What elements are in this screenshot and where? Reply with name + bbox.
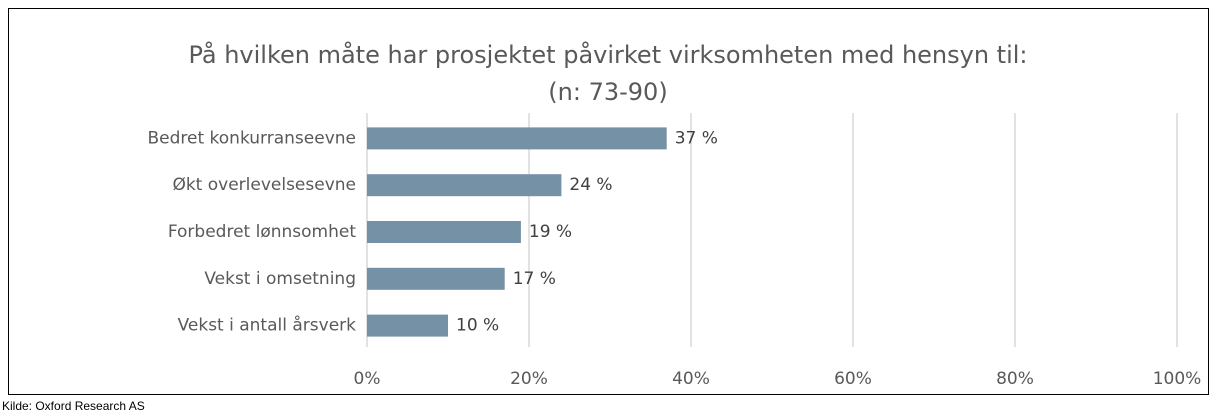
x-tick-label: 100%	[1153, 369, 1202, 389]
bar	[367, 314, 448, 337]
value-label: 17 %	[513, 269, 556, 289]
source-note: Kilde: Oxford Research AS	[2, 399, 145, 413]
value-label: 24 %	[569, 175, 612, 195]
chart-border	[8, 8, 1209, 395]
value-label: 10 %	[456, 316, 499, 336]
x-tick-label: 80%	[996, 369, 1034, 389]
value-label: 37 %	[675, 128, 718, 148]
category-label: Vekst i antall årsverk	[178, 315, 357, 336]
x-tick-label: 20%	[510, 369, 548, 389]
x-tick-label: 40%	[672, 369, 710, 389]
x-tick-label: 60%	[834, 369, 872, 389]
bar	[367, 174, 562, 197]
category-label: Vekst i omsetning	[204, 269, 356, 289]
x-tick-label: 0%	[354, 369, 381, 389]
chart-subtitle: (n: 73-90)	[548, 78, 667, 106]
category-label: Økt overlevelsesevne	[172, 175, 356, 195]
category-label: Forbedret lønnsomhet	[168, 222, 356, 242]
bar	[367, 221, 521, 243]
value-label: 19 %	[529, 222, 572, 242]
bar	[367, 127, 667, 150]
chart-title: På hvilken måte har prosjektet påvirket …	[188, 40, 1027, 69]
bar	[367, 267, 505, 290]
category-label: Bedret konkurranseevne	[147, 128, 356, 148]
